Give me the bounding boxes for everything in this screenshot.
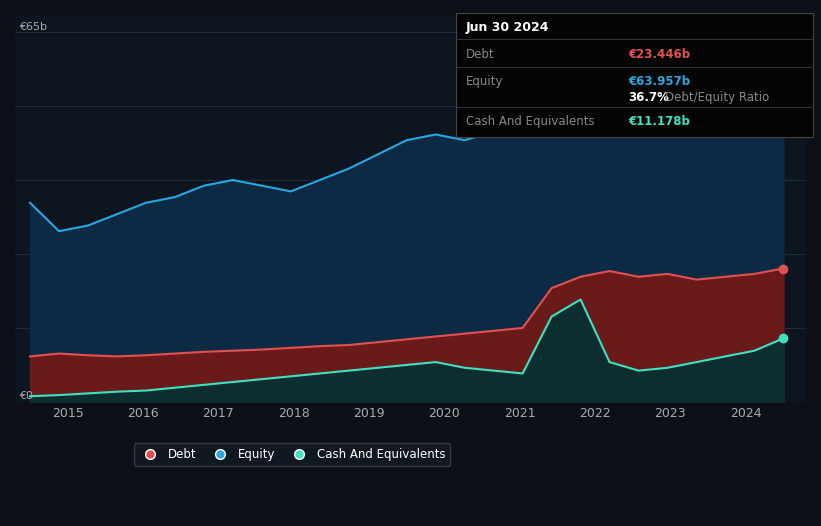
Text: €11.178b: €11.178b [628,115,690,128]
Text: €0: €0 [19,391,33,401]
Text: €65b: €65b [19,22,47,32]
Text: €63.957b: €63.957b [628,75,690,88]
Text: Cash And Equivalents: Cash And Equivalents [466,115,594,128]
Text: 36.7%: 36.7% [628,91,669,104]
Text: Debt/Equity Ratio: Debt/Equity Ratio [665,91,769,104]
Text: Jun 30 2024: Jun 30 2024 [466,21,549,34]
Text: Debt: Debt [466,48,494,61]
Legend: Debt, Equity, Cash And Equivalents: Debt, Equity, Cash And Equivalents [134,443,450,466]
Text: Equity: Equity [466,75,503,88]
Text: €23.446b: €23.446b [628,48,690,61]
